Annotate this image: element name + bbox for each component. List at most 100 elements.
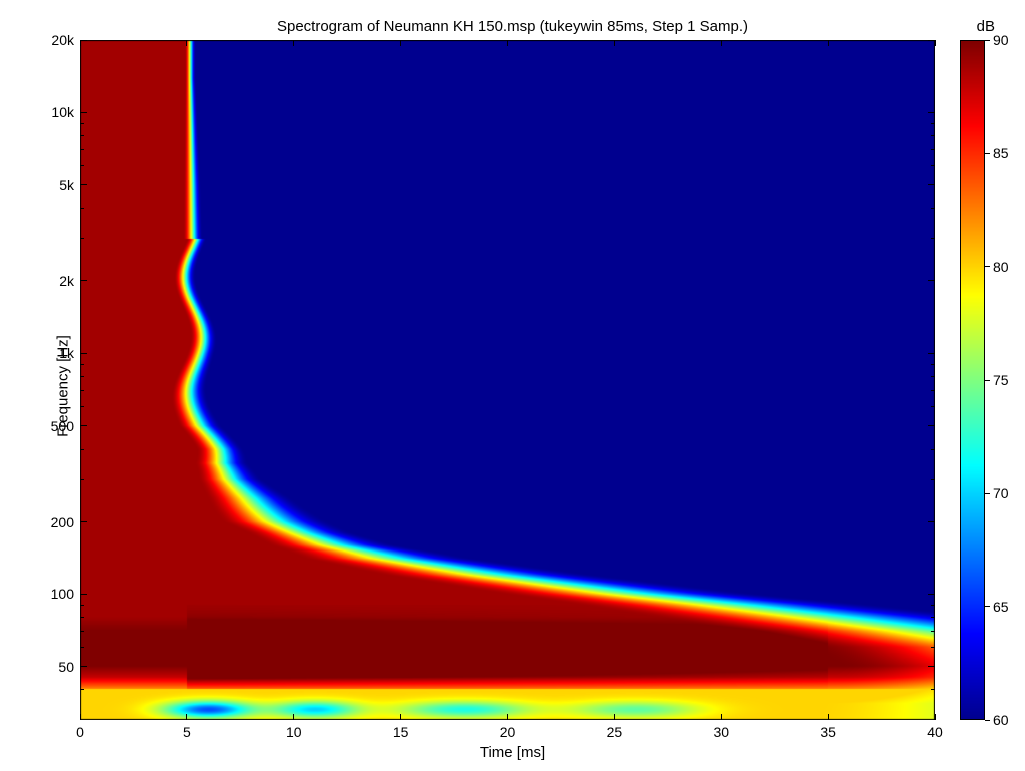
x-axis-label: Time [ms]	[0, 744, 1025, 761]
x-tick-top	[935, 40, 936, 46]
x-tick-label: 15	[393, 724, 409, 740]
x-tick	[293, 714, 294, 720]
x-tick-top	[828, 40, 829, 46]
x-tick-top	[293, 40, 294, 46]
y-minor-tick-right	[931, 631, 935, 632]
colorbar-tick	[985, 40, 990, 41]
x-tick-label: 20	[500, 724, 516, 740]
colorbar	[960, 40, 985, 720]
y-minor-tick	[80, 406, 84, 407]
x-tick-top	[614, 40, 615, 46]
y-minor-tick	[80, 208, 84, 209]
y-minor-tick-right	[931, 479, 935, 480]
colorbar-tick-label: 80	[993, 259, 1009, 275]
figure: Spectrogram of Neumann KH 150.msp (tukey…	[0, 0, 1025, 771]
y-minor-tick	[80, 617, 84, 618]
x-tick	[614, 714, 615, 720]
y-tick	[80, 666, 87, 667]
colorbar-tick	[985, 380, 990, 381]
y-minor-tick-right	[931, 135, 935, 136]
y-minor-tick-right	[931, 390, 935, 391]
x-tick-label: 25	[607, 724, 623, 740]
x-tick	[80, 714, 81, 720]
x-tick	[400, 714, 401, 720]
colorbar-tick	[985, 720, 990, 721]
y-tick-label: 50	[58, 659, 74, 675]
x-tick-label: 35	[820, 724, 836, 740]
y-tick-label: 100	[51, 586, 74, 602]
y-tick	[80, 40, 87, 41]
y-minor-tick	[80, 238, 84, 239]
y-tick-right	[928, 184, 935, 185]
y-minor-tick	[80, 631, 84, 632]
y-minor-tick	[80, 364, 84, 365]
chart-title: Spectrogram of Neumann KH 150.msp (tukey…	[0, 18, 1025, 35]
y-tick-right	[928, 425, 935, 426]
x-tick-top	[400, 40, 401, 46]
y-minor-tick-right	[931, 617, 935, 618]
y-tick-right	[928, 40, 935, 41]
y-minor-tick	[80, 135, 84, 136]
y-minor-tick-right	[931, 364, 935, 365]
y-minor-tick-right	[931, 149, 935, 150]
colorbar-tick-label: 60	[993, 712, 1009, 728]
y-minor-tick-right	[931, 406, 935, 407]
y-tick-label: 10k	[51, 104, 74, 120]
y-tick-right	[928, 666, 935, 667]
y-tick-right	[928, 594, 935, 595]
x-tick-top	[186, 40, 187, 46]
x-tick-top	[507, 40, 508, 46]
y-minor-tick-right	[931, 238, 935, 239]
x-tick-label: 0	[76, 724, 84, 740]
colorbar-tick-label: 75	[993, 372, 1009, 388]
y-minor-tick	[80, 689, 84, 690]
y-minor-tick	[80, 376, 84, 377]
y-tick	[80, 353, 87, 354]
y-tick-label: 5k	[59, 177, 74, 193]
y-minor-tick	[80, 390, 84, 391]
y-minor-tick	[80, 647, 84, 648]
y-tick-label: 2k	[59, 273, 74, 289]
colorbar-gradient	[961, 41, 984, 719]
y-minor-tick-right	[931, 605, 935, 606]
x-tick-top	[80, 40, 81, 46]
y-tick-right	[928, 353, 935, 354]
y-minor-tick-right	[931, 376, 935, 377]
y-tick	[80, 184, 87, 185]
y-minor-tick-right	[931, 208, 935, 209]
y-tick-label: 200	[51, 514, 74, 530]
y-minor-tick-right	[931, 689, 935, 690]
x-tick	[507, 714, 508, 720]
y-minor-tick	[80, 123, 84, 124]
x-tick-top	[721, 40, 722, 46]
y-minor-tick	[80, 479, 84, 480]
y-minor-tick-right	[931, 647, 935, 648]
y-tick-right	[928, 112, 935, 113]
x-tick	[186, 714, 187, 720]
y-minor-tick	[80, 149, 84, 150]
y-tick-right	[928, 280, 935, 281]
colorbar-tick	[985, 153, 990, 154]
y-minor-tick	[80, 165, 84, 166]
axes-area	[80, 40, 935, 720]
x-tick-label: 40	[927, 724, 943, 740]
colorbar-tick	[985, 266, 990, 267]
y-tick	[80, 280, 87, 281]
y-minor-tick	[80, 605, 84, 606]
y-tick-label: 20k	[51, 32, 74, 48]
colorbar-tick	[985, 493, 990, 494]
y-tick	[80, 521, 87, 522]
colorbar-tick-label: 70	[993, 485, 1009, 501]
colorbar-tick-label: 65	[993, 599, 1009, 615]
x-tick-label: 30	[713, 724, 729, 740]
y-minor-tick-right	[931, 449, 935, 450]
y-tick-label: 500	[51, 418, 74, 434]
y-tick-label: 1k	[59, 345, 74, 361]
y-minor-tick-right	[931, 165, 935, 166]
y-tick	[80, 112, 87, 113]
x-tick	[935, 714, 936, 720]
y-minor-tick	[80, 449, 84, 450]
y-tick-right	[928, 521, 935, 522]
colorbar-tick	[985, 606, 990, 607]
x-tick-label: 5	[183, 724, 191, 740]
